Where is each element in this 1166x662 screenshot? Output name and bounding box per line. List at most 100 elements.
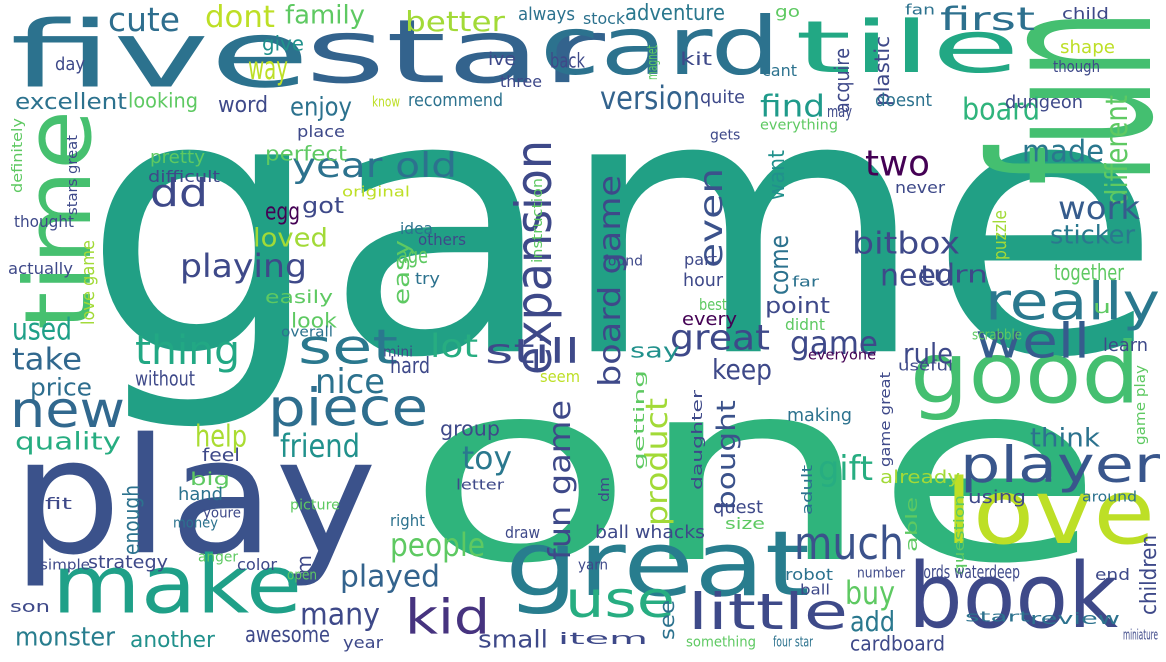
word-cloud-word: color	[237, 555, 277, 574]
word-cloud-word: difficult	[148, 167, 220, 186]
word-cloud-word: ball	[800, 582, 830, 598]
word-cloud-word: miniature	[1123, 627, 1158, 643]
word-cloud-word: able	[902, 497, 921, 552]
word-cloud-word: adventure	[625, 1, 725, 26]
word-cloud-word: cute	[108, 0, 180, 39]
word-cloud-word: group	[440, 416, 500, 440]
word-cloud-word: game play	[1133, 365, 1149, 445]
word-cloud-word: mini	[383, 344, 413, 360]
word-cloud-word: big	[190, 469, 230, 490]
word-cloud-word: five	[10, 1, 310, 108]
word-cloud-word: really	[985, 273, 1160, 333]
word-cloud-word: year	[343, 633, 383, 652]
word-cloud-word: first	[940, 0, 1035, 38]
word-cloud-word: day	[55, 54, 85, 75]
word-cloud-word: three	[500, 72, 542, 91]
word-cloud-word: good	[910, 325, 1140, 424]
word-cloud-word: sticker	[1050, 220, 1135, 250]
word-cloud-word: loved	[253, 223, 328, 253]
word-cloud-word: never	[895, 178, 945, 197]
word-cloud-word: toy	[462, 439, 512, 477]
word-cloud-word: dont	[205, 0, 275, 35]
word-cloud-word: something	[686, 634, 756, 650]
word-cloud-word: simple	[40, 557, 90, 573]
word-cloud-word: game great	[878, 371, 894, 467]
word-cloud-word: quality	[15, 428, 121, 456]
word-cloud-word: thing	[135, 328, 240, 374]
word-cloud-word: overall	[281, 324, 333, 340]
word-cloud-word: new	[10, 381, 125, 439]
word-cloud-word: review	[1030, 609, 1120, 628]
word-cloud-word: go	[775, 2, 800, 21]
word-cloud-word: definitely	[10, 118, 26, 193]
word-cloud-word: way	[248, 49, 288, 87]
word-cloud-word: instruction	[530, 178, 546, 263]
word-cloud-word: plastic	[870, 36, 894, 106]
word-cloud-word: quite	[700, 87, 745, 108]
word-cloud-word: rule	[903, 337, 953, 370]
word-cloud-word: already	[880, 467, 960, 488]
word-cloud-word: quest	[713, 497, 763, 518]
word-cloud-word: enjoy	[290, 92, 352, 122]
word-cloud-word: book	[908, 544, 1118, 649]
word-cloud-word: number	[857, 565, 905, 581]
word-cloud-word: acquire	[830, 48, 854, 113]
word-cloud-word: another	[130, 628, 216, 653]
word-cloud-word: gets	[710, 127, 740, 143]
word-cloud-word: one	[405, 327, 1105, 618]
word-cloud-word: made	[1022, 135, 1104, 170]
word-cloud-word: take	[12, 343, 82, 378]
word-cloud-word: fun game	[543, 400, 578, 560]
word-cloud-word: see	[655, 600, 679, 640]
word-cloud-word: card	[540, 0, 780, 93]
word-cloud-word: excellent	[15, 90, 127, 115]
word-cloud-word: strategy	[88, 552, 168, 573]
word-cloud-word: daughter	[690, 390, 706, 490]
word-cloud-word: yarn	[578, 557, 608, 573]
word-cloud-word: original	[342, 184, 410, 200]
word-cloud-word: monster	[15, 622, 115, 652]
word-cloud-word: son	[10, 597, 50, 616]
word-cloud-word: say	[630, 338, 680, 362]
word-cloud-word: small	[478, 626, 548, 654]
word-cloud-word: looking	[128, 88, 198, 112]
word-cloud-word: right	[390, 511, 425, 530]
word-cloud-word: u	[1093, 297, 1111, 318]
word-cloud-word: year old	[292, 146, 457, 186]
word-cloud-word: give	[262, 31, 304, 55]
word-cloud-word: making	[787, 405, 852, 426]
word-cloud-word: expansion	[505, 140, 563, 375]
word-cloud-word: recommend	[408, 90, 503, 111]
word-cloud-word: though	[1053, 57, 1100, 76]
word-cloud-word: many	[300, 598, 380, 633]
word-cloud-word: better	[405, 5, 506, 38]
word-cloud-word: hour	[683, 270, 724, 291]
word-cloud-word: tile	[795, 5, 1020, 89]
word-cloud-word: easily	[265, 287, 333, 308]
word-cloud-word: around	[1082, 489, 1137, 505]
word-cloud-word: picture	[290, 497, 340, 513]
word-cloud-word: anger	[198, 549, 238, 565]
word-cloud-word: useful	[898, 358, 953, 374]
word-cloud-word: part	[684, 250, 717, 269]
word-cloud-word: want	[765, 150, 790, 200]
word-cloud-word: game	[82, 17, 1162, 436]
word-cloud-word: use	[565, 571, 675, 629]
word-cloud-word: always	[518, 4, 575, 25]
word-cloud-word: work	[1058, 189, 1140, 227]
word-cloud-word: awesome	[245, 623, 330, 648]
word-cloud-word: love game	[78, 240, 99, 325]
word-cloud-word: piece	[268, 379, 428, 439]
word-cloud-word: children	[1137, 535, 1162, 615]
word-cloud-word: family	[285, 0, 365, 30]
word-cloud-word: without	[135, 366, 195, 390]
word-cloud-word: didnt	[785, 315, 825, 334]
word-cloud-word: bought	[712, 400, 742, 510]
word-cloud-word: try	[415, 269, 440, 288]
word-cloud-word: dd	[150, 171, 208, 215]
word-cloud-word: stars great	[65, 134, 81, 215]
word-cloud-word: cant	[762, 61, 797, 80]
word-cloud-word: friend	[280, 427, 360, 465]
word-cloud-word: dm	[597, 477, 613, 502]
